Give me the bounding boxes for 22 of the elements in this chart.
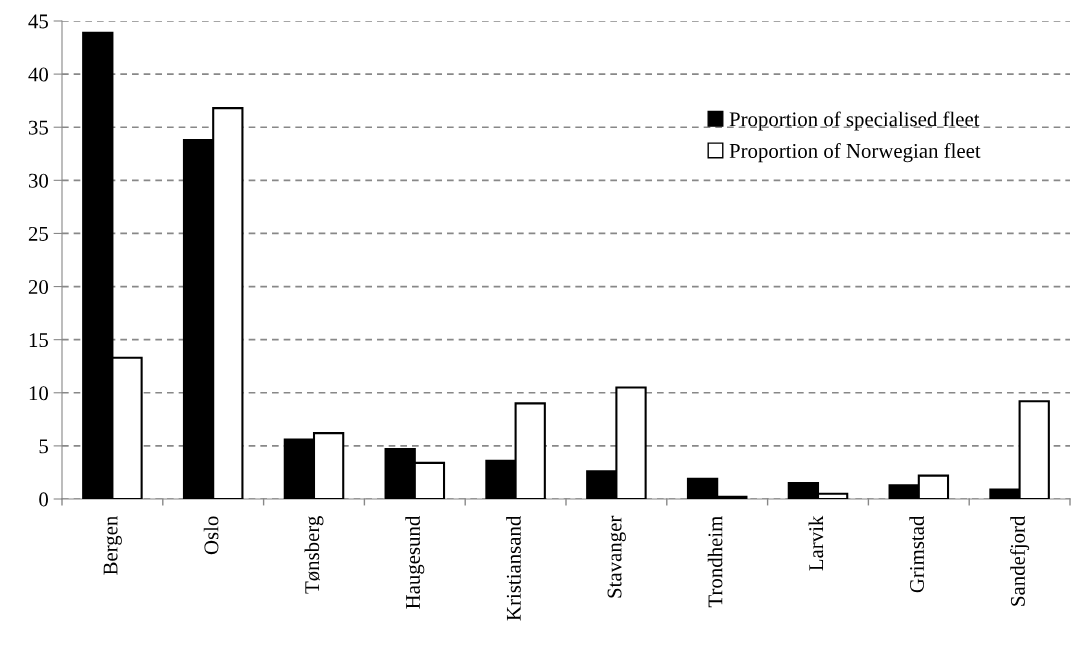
x-tick-label: Trondheim: [707, 515, 723, 608]
y-tick-label: 5: [39, 439, 48, 454]
x-tick-label: Oslo: [203, 516, 219, 555]
x-tick-label: Kristiansand: [506, 515, 521, 621]
x-tick-label: Stavanger: [607, 515, 626, 598]
legend-label: Proportion of Norwegian fleet: [729, 143, 981, 163]
y-tick-label: 35: [28, 120, 48, 135]
legend-label: Proportion of specialised fleet: [729, 111, 980, 131]
y-tick-label: 40: [28, 67, 49, 82]
y-tick-label: 30: [28, 173, 49, 188]
x-tick-label: Sandefjord: [1010, 515, 1030, 606]
x-tick-label: Haugesund: [405, 515, 425, 609]
y-tick-label: 25: [28, 226, 48, 241]
y-tick-label: 0: [39, 492, 49, 507]
y-tick-label: 20: [28, 279, 49, 294]
x-tick-label: Tønsberg: [304, 516, 324, 594]
y-tick-label: 10: [29, 386, 49, 401]
y-tick-label: 15: [29, 333, 48, 348]
x-tick-label: Grimstad: [909, 515, 925, 593]
x-tick-label: Larvik: [808, 515, 824, 571]
x-tick-label: Bergen: [103, 515, 122, 575]
y-tick-label: 45: [28, 14, 48, 29]
